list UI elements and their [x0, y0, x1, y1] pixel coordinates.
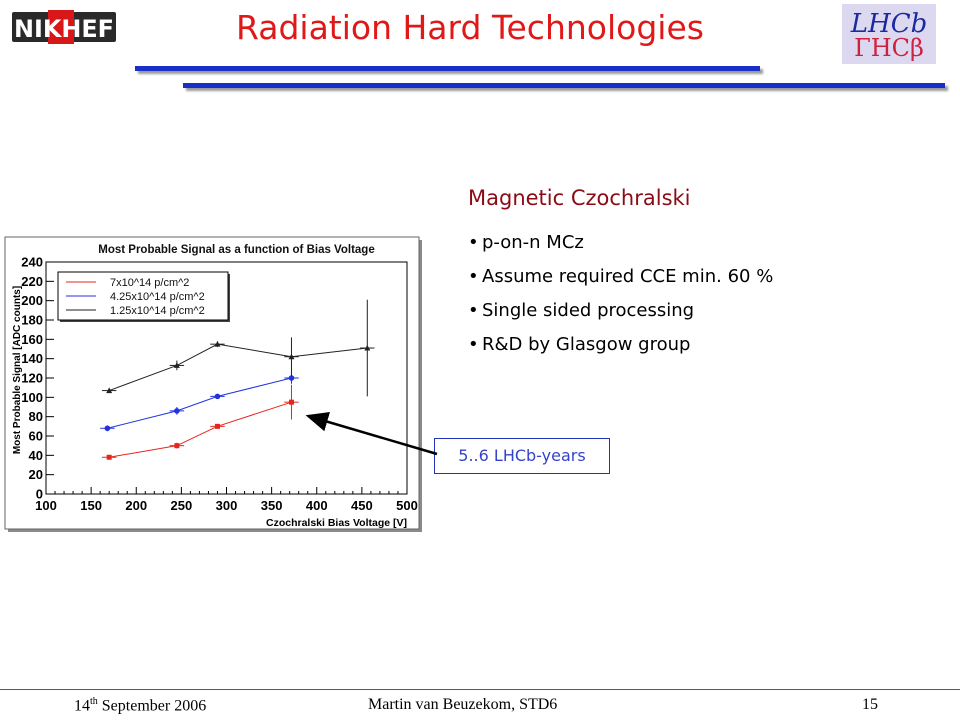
y-tick-label: 20	[29, 467, 43, 482]
data-point	[104, 425, 111, 432]
bullet-item: • R&D by Glasgow group	[468, 334, 691, 355]
y-tick-label: 100	[21, 390, 43, 405]
data-point	[214, 423, 220, 429]
x-tick-label: 400	[306, 498, 328, 513]
data-point	[173, 362, 180, 368]
bullet-text: R&D by Glasgow group	[482, 334, 691, 355]
legend-label: 1.25x10^14 p/cm^2	[110, 305, 205, 317]
footer-date: 14th September 2006	[74, 696, 206, 715]
series-line	[109, 401, 292, 458]
bullet-list: • p-on-n MCz • Assume required CCE min. 60…	[468, 232, 773, 368]
data-point	[174, 443, 180, 449]
data-point	[364, 344, 371, 351]
footer-date-day: 14	[74, 697, 90, 715]
bullet-item: • Assume required CCE min. 60 %	[468, 266, 774, 287]
y-tick-label: 180	[21, 313, 43, 328]
y-tick-label: 0	[36, 487, 43, 502]
x-tick-label: 500	[396, 498, 418, 513]
legend-label: 4.25x10^14 p/cm^2	[110, 291, 205, 303]
footer-date-rest: September 2006	[97, 697, 207, 715]
lhcb-logo-bottom-text: ΓHCβ	[854, 34, 924, 62]
bullet-text: Single sided processing	[482, 300, 695, 321]
signal-chart: Most Probable Signal as a function of Bi…	[4, 236, 422, 532]
chart-title: Most Probable Signal as a function of Bi…	[98, 244, 374, 256]
callout-text: 5..6 LHCb-years	[458, 446, 586, 465]
series-line	[107, 377, 292, 429]
data-point	[288, 375, 295, 381]
data-point	[288, 353, 295, 360]
legend-label: 7x10^14 p/cm^2	[110, 277, 189, 289]
header-rule-top	[135, 66, 760, 71]
y-tick-label: 220	[21, 274, 43, 289]
data-point	[106, 387, 113, 394]
data-point	[174, 408, 180, 414]
page-number: 15	[862, 696, 878, 713]
y-tick-label: 80	[29, 409, 43, 424]
x-tick-label: 450	[351, 498, 373, 513]
nikhef-logo-text: NIKHEF	[14, 15, 114, 43]
x-tick-label: 200	[125, 498, 147, 513]
data-point	[288, 399, 294, 405]
bullet-text: Assume required CCE min. 60 %	[482, 266, 774, 287]
data-point	[106, 454, 112, 460]
section-subtitle: Magnetic Czochralski	[468, 186, 691, 210]
nikhef-logo: NIKHEF	[12, 10, 116, 44]
bullet-text: p-on-n MCz	[482, 232, 584, 253]
lhcb-logo: LHCb ΓHCβ	[842, 4, 936, 64]
y-tick-label: 60	[29, 429, 43, 444]
data-point	[214, 340, 221, 347]
slide-title: Radiation Hard Technologies	[236, 8, 704, 47]
data-point	[214, 393, 221, 400]
y-tick-label: 160	[21, 332, 43, 347]
y-tick-label: 40	[29, 448, 43, 463]
y-tick-label: 200	[21, 293, 43, 308]
y-tick-label: 140	[21, 351, 43, 366]
y-axis-label: Most Probable Signal [ADC counts]	[12, 286, 23, 454]
y-tick-label: 240	[21, 255, 43, 270]
x-axis-label: Czochralski Bias Voltage [V]	[266, 517, 407, 529]
x-tick-label: 150	[80, 498, 102, 513]
footer-date-sup: th	[90, 696, 98, 707]
header-rule-bottom	[183, 83, 945, 88]
y-tick-label: 120	[21, 371, 43, 386]
x-tick-label: 100	[35, 498, 57, 513]
lhcb-logo-top-text: LHCb	[850, 9, 927, 39]
footer-rule	[0, 689, 960, 690]
x-tick-label: 300	[216, 498, 238, 513]
bullet-item: • p-on-n MCz	[468, 232, 584, 253]
bullet-item: • Single sided processing	[468, 300, 695, 321]
footer-author: Martin van Beuzekom, STD6	[368, 696, 558, 713]
x-tick-label: 350	[261, 498, 283, 513]
callout-box: 5..6 LHCb-years	[434, 438, 610, 474]
x-tick-label: 250	[171, 498, 193, 513]
